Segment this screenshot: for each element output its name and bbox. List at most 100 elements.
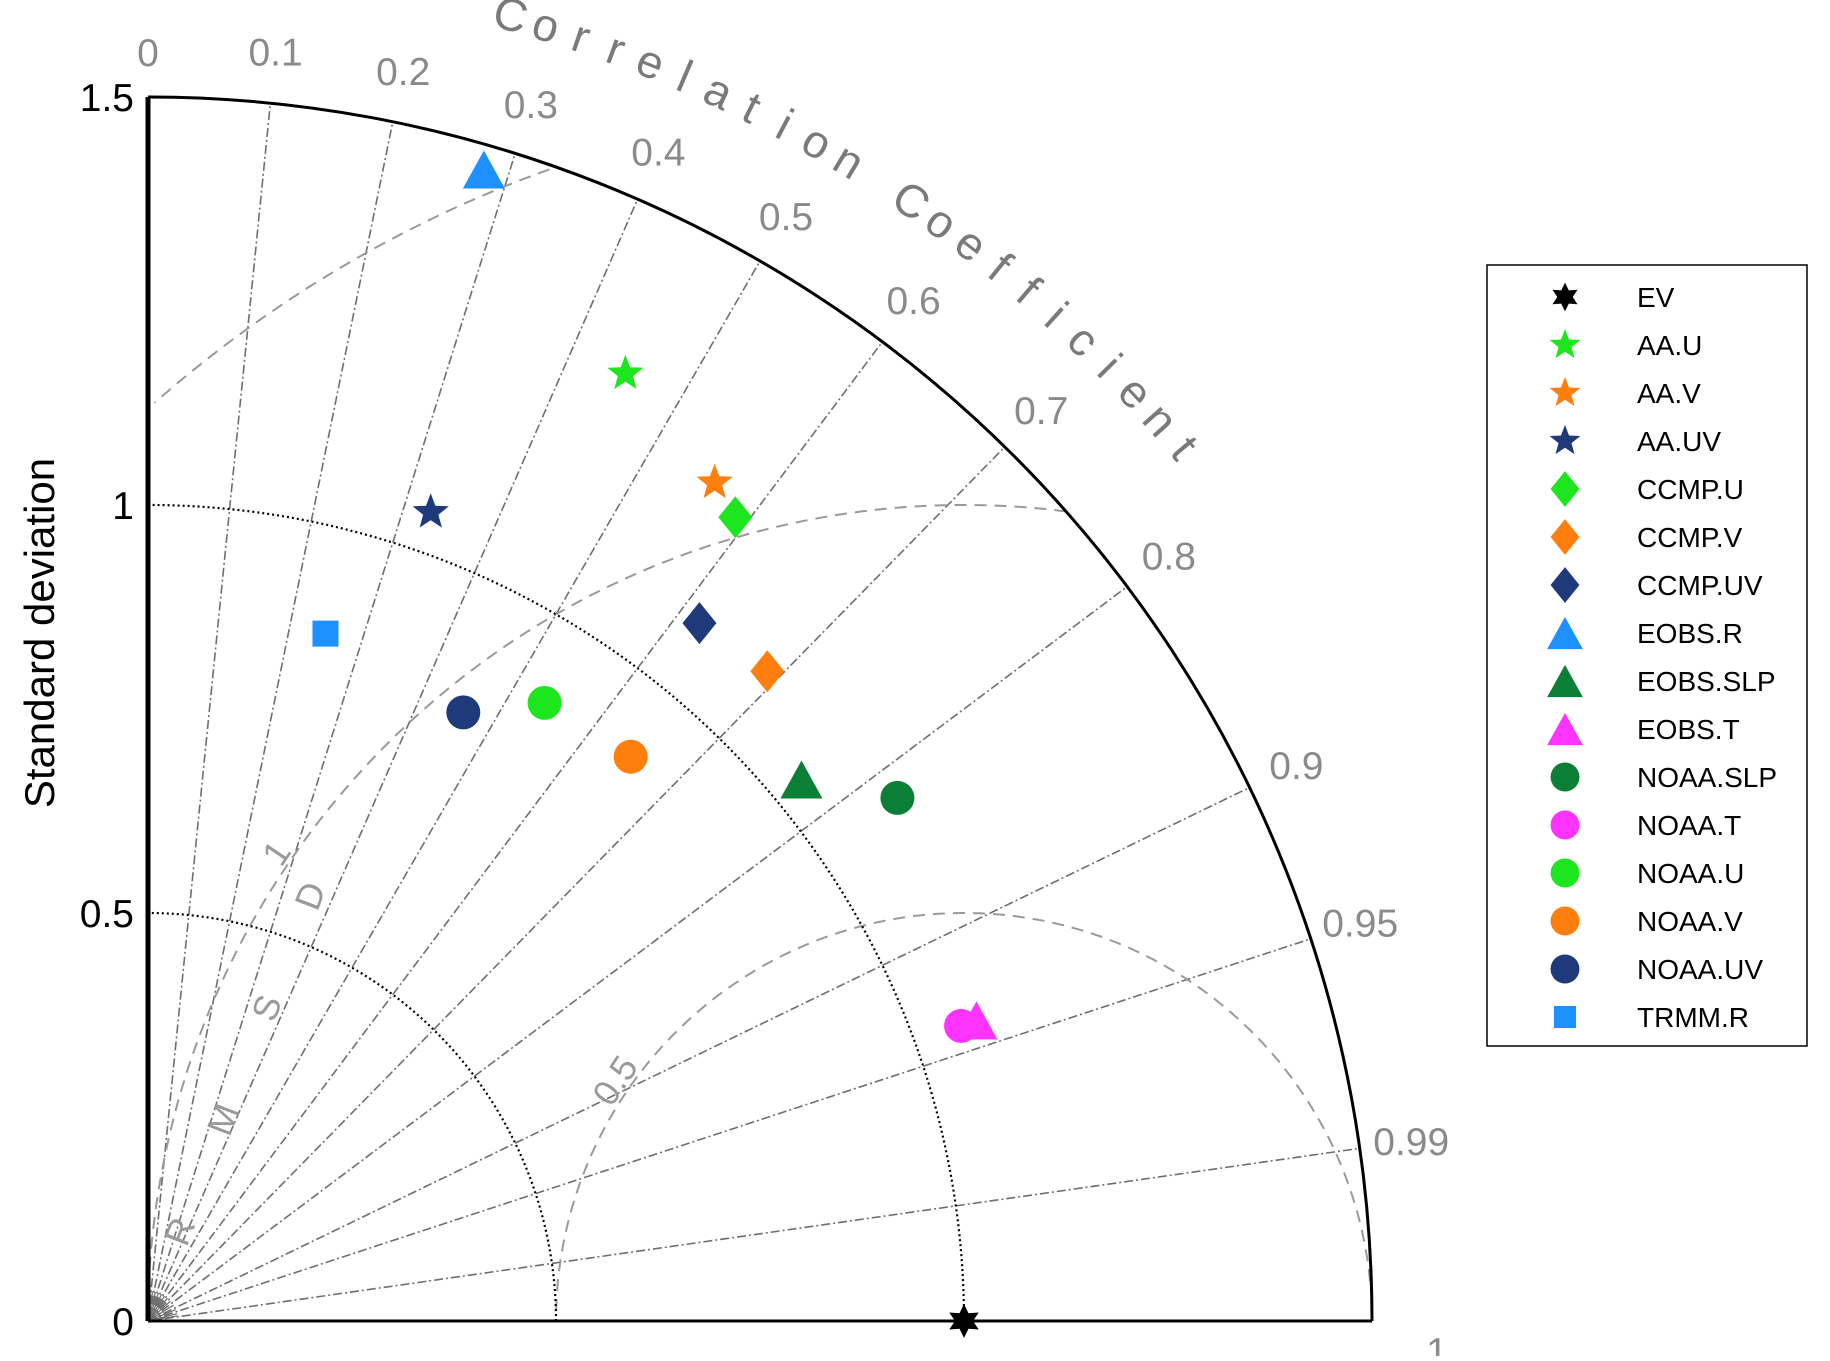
correlation-line-0-3 — [147, 153, 516, 1322]
data-point-noaa-uv — [446, 695, 481, 730]
correlation-title-letter: i — [1088, 344, 1132, 388]
grid-layer — [147, 103, 1360, 1322]
legend-marker-noaa-v — [1550, 906, 1580, 936]
rmsd-title-letter: D — [286, 876, 334, 915]
correlation-tick-label-0-99: 0.99 — [1373, 1121, 1449, 1164]
legend-marker-aa-uv — [1549, 424, 1581, 455]
legend-marker-trmm-r — [1553, 1005, 1577, 1029]
legend-marker-eobs-r — [1547, 616, 1583, 650]
correlation-title-letter: a — [696, 62, 741, 120]
legend-marker-aa-v — [1549, 376, 1581, 407]
correlation-title-letter: r — [600, 22, 632, 76]
correlation-tick-label-0-9: 0.9 — [1269, 745, 1323, 788]
legend-marker-eobs-slp — [1547, 664, 1583, 698]
data-point-noaa-v — [613, 739, 648, 774]
correlation-line-0-99 — [147, 1147, 1360, 1322]
outer-arc — [147, 95, 1374, 1322]
rmsd-title-letter: R — [156, 1212, 204, 1251]
legend-marker-ccmp-v — [1550, 519, 1580, 555]
data-point-noaa-slp — [880, 780, 915, 815]
data-point-eobs-slp — [780, 760, 823, 799]
data-point-layer — [312, 150, 998, 1338]
correlation-tick-label-0-7: 0.7 — [1014, 390, 1068, 433]
legend-label-noaa-uv: NOAA.UV — [1637, 954, 1763, 985]
correlation-line-0-8 — [147, 585, 1128, 1322]
legend-label-noaa-slp: NOAA.SLP — [1637, 762, 1777, 793]
legend-marker-eobs-t — [1547, 712, 1583, 746]
legend-marker-ccmp-uv — [1550, 567, 1580, 603]
correlation-tick-label-0-8: 0.8 — [1142, 535, 1196, 578]
correlation-title-letter: C — [488, 0, 534, 44]
correlation-title-letter: t — [735, 81, 770, 133]
correlation-tick-label-0: 0 — [137, 32, 159, 75]
data-point-aa-v — [696, 463, 733, 499]
std-tick-label-0-5: 0.5 — [80, 893, 134, 936]
legend: EV AA.U AA.V AA.UV CCMP.U CCMP.V CCMP.UV EOBS.R… — [1486, 264, 1808, 1047]
legend-label-ccmp-v: CCMP.V — [1637, 522, 1743, 553]
legend-marker-noaa-slp — [1550, 762, 1580, 792]
legend-label-eobs-r: EOBS.R — [1637, 618, 1743, 649]
correlation-tick-label-0-3: 0.3 — [504, 84, 558, 127]
correlation-tick-label-0-1: 0.1 — [248, 31, 302, 74]
rmsd-contour-1-5 — [153, 168, 550, 404]
correlation-title-letter: i — [768, 99, 801, 150]
legend-label-aa-u: AA.U — [1637, 330, 1702, 361]
legend-label-trmm-r: TRMM.R — [1637, 1002, 1749, 1033]
data-point-ccmp-v — [750, 650, 785, 693]
correlation-tick-label-0-5: 0.5 — [759, 196, 813, 239]
rmsd-contour-0-5 — [555, 912, 1373, 1321]
correlation-line-0-1 — [147, 103, 272, 1322]
legend-label-eobs-t: EOBS.T — [1637, 714, 1740, 745]
correlation-line-0-4 — [147, 198, 639, 1322]
data-point-aa-uv — [412, 493, 449, 528]
correlation-title-letter: f — [1007, 266, 1051, 314]
legend-label-noaa-t: NOAA.T — [1637, 810, 1741, 841]
legend-label-noaa-v: NOAA.V — [1637, 906, 1743, 937]
rmsd-contour-label: 0.5 — [584, 1048, 646, 1112]
rmsd-contour-label: 1 — [254, 833, 299, 872]
data-point-noaa-u — [527, 685, 562, 720]
legend-label-noaa-u: NOAA.U — [1637, 858, 1744, 889]
std-tick-label-1: 1 — [112, 485, 134, 528]
rmsd-contour-1 — [147, 504, 1067, 1321]
correlation-title-letter: t — [1161, 426, 1209, 469]
data-point-aa-u — [607, 354, 644, 389]
correlation-title-letter: o — [526, 0, 566, 54]
legend-marker-ccmp-u — [1550, 471, 1580, 507]
data-point-ev — [949, 1304, 979, 1338]
correlation-tick-label-0-4: 0.4 — [631, 132, 685, 175]
y-axis-title: Standard deviation — [16, 458, 63, 808]
correlation-title-letter: f — [979, 242, 1022, 291]
legend-marker-noaa-uv — [1550, 954, 1580, 984]
data-point-noaa-t — [944, 1008, 979, 1043]
legend-marker-ev — [1552, 282, 1578, 312]
legend-items: EV AA.U AA.V AA.UV CCMP.U CCMP.V CCMP.UV EOBS.R… — [1547, 282, 1777, 1033]
data-point-ccmp-u — [718, 496, 753, 539]
legend-label-aa-v: AA.V — [1637, 378, 1701, 409]
correlation-title-letter: e — [629, 33, 672, 91]
legend-label-ev: EV — [1637, 282, 1675, 313]
correlation-line-0-6 — [147, 341, 884, 1322]
legend-label-aa-uv: AA.UV — [1637, 426, 1721, 457]
correlation-tick-label-0-95: 0.95 — [1322, 903, 1398, 946]
correlation-line-0-5 — [147, 260, 761, 1322]
correlation-line-0-9 — [147, 786, 1250, 1322]
std-arc-layer — [147, 503, 966, 1322]
correlation-tick-label-1: 1 — [1426, 1331, 1448, 1356]
legend-label-ccmp-uv: CCMP.UV — [1637, 570, 1763, 601]
legend-box — [1486, 264, 1808, 1047]
legend-marker-aa-u — [1549, 328, 1581, 359]
rmsd-title-letter: S — [243, 989, 290, 1026]
legend-label-eobs-slp: EOBS.SLP — [1637, 666, 1776, 697]
data-point-ccmp-uv — [682, 602, 717, 645]
correlation-line-0-95 — [147, 938, 1312, 1322]
std-tick-label-0: 0 — [112, 1301, 134, 1344]
std-tick-label-1-5: 1.5 — [80, 77, 134, 120]
correlation-title-letter: l — [670, 50, 700, 102]
correlation-line-0-7 — [147, 446, 1006, 1322]
correlation-title-letter: r — [566, 9, 597, 63]
correlation-line-0-2 — [147, 121, 394, 1322]
legend-marker-noaa-u — [1550, 858, 1580, 888]
